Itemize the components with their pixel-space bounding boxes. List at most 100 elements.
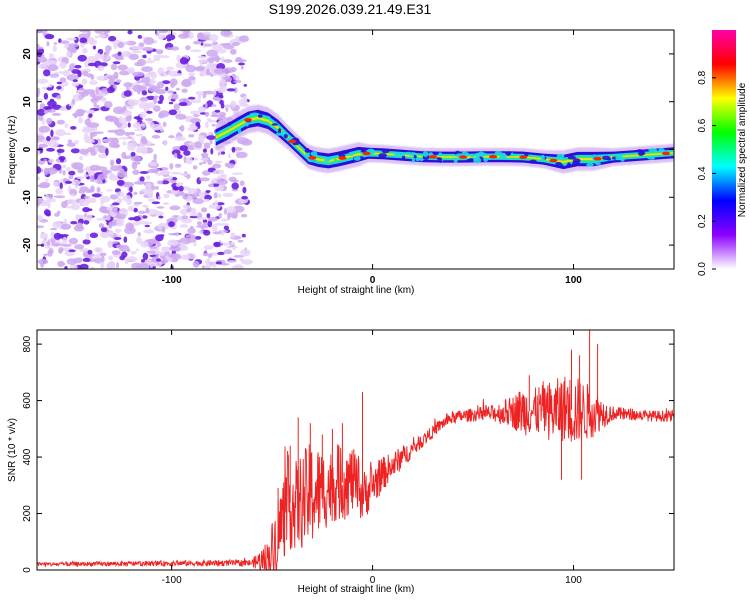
noise-blob xyxy=(72,93,84,102)
noise-blob xyxy=(139,176,145,182)
noise-blob xyxy=(197,32,204,40)
snr-y-tick-label: 200 xyxy=(22,505,33,522)
noise-blob xyxy=(219,263,230,266)
spectrogram-y-tick-label: 10 xyxy=(22,96,33,108)
noise-blob xyxy=(169,246,182,252)
ridge-texture xyxy=(438,152,443,156)
noise-blob xyxy=(208,183,214,188)
noise-blob xyxy=(226,206,236,214)
ridge-texture xyxy=(287,137,292,141)
noise-blob xyxy=(151,201,161,205)
noise-blob xyxy=(60,201,68,209)
noise-blob xyxy=(46,87,54,91)
noise-blob xyxy=(82,207,90,213)
noise-blob xyxy=(203,245,214,250)
noise-blob xyxy=(195,236,202,240)
noise-blob xyxy=(106,263,111,269)
noise-blob xyxy=(194,141,203,149)
noise-blob xyxy=(37,225,45,229)
noise-blob xyxy=(62,69,71,77)
noise-blob xyxy=(222,242,228,246)
ridge-texture xyxy=(617,154,623,159)
noise-blob xyxy=(48,158,55,164)
noise-blob xyxy=(38,125,51,133)
ridge-texture xyxy=(310,151,318,157)
noise-blob xyxy=(56,85,62,90)
noise-blob xyxy=(170,171,182,175)
noise-blob xyxy=(170,46,180,51)
noise-blob xyxy=(185,45,191,51)
noise-blob xyxy=(228,176,237,182)
noise-blob xyxy=(206,118,212,122)
noise-blob xyxy=(71,69,81,74)
noise-blob xyxy=(90,266,95,269)
noise-blob xyxy=(218,193,222,199)
noise-blob xyxy=(104,115,114,122)
noise-blob xyxy=(107,240,113,248)
noise-blob xyxy=(108,35,117,42)
noise-blob xyxy=(214,109,221,113)
ridge-peak xyxy=(593,156,602,161)
noise-blob xyxy=(139,112,147,119)
noise-blob xyxy=(202,170,211,176)
noise-blob xyxy=(96,217,108,221)
noise-blob xyxy=(72,79,79,83)
noise-blob xyxy=(224,104,230,109)
ridge-peak xyxy=(362,151,371,156)
ridge-texture xyxy=(422,151,429,157)
noise-blob xyxy=(155,234,164,242)
noise-blob xyxy=(37,30,48,34)
noise-blob xyxy=(240,248,251,257)
noise-blob xyxy=(167,239,179,247)
spectrogram-x-label: Height of straight line (km) xyxy=(298,285,415,296)
ridge-texture xyxy=(399,153,405,157)
snr-x-label: Height of straight line (km) xyxy=(298,584,415,595)
noise-blob xyxy=(68,249,76,252)
noise-blob xyxy=(50,227,57,231)
noise-blob xyxy=(87,62,97,67)
ridge-texture xyxy=(283,134,288,139)
noise-blob xyxy=(131,262,143,269)
ridge-texture xyxy=(594,162,602,165)
noise-blob xyxy=(68,237,79,245)
noise-blob xyxy=(206,213,211,219)
noise-blob xyxy=(66,37,77,41)
noise-blob xyxy=(139,171,149,174)
noise-blob xyxy=(213,241,221,248)
noise-blob xyxy=(196,217,208,220)
noise-blob xyxy=(82,257,91,262)
noise-blob xyxy=(237,35,250,43)
noise-blob xyxy=(147,198,156,202)
noise-blob xyxy=(149,246,158,249)
noise-blob xyxy=(133,191,138,195)
noise-blob xyxy=(158,112,165,119)
noise-blob xyxy=(211,261,217,268)
snr-x-tick-label: 100 xyxy=(565,575,582,586)
spectrogram-x-tick-label: 0 xyxy=(370,275,376,286)
noise-blob xyxy=(98,34,106,38)
ridge-texture xyxy=(249,113,253,116)
noise-blob xyxy=(213,192,218,199)
noise-blob xyxy=(42,199,51,205)
noise-blob xyxy=(157,67,165,75)
noise-blob xyxy=(132,71,145,77)
noise-blob xyxy=(179,224,189,228)
noise-blob xyxy=(84,139,96,144)
noise-blob xyxy=(122,195,132,202)
noise-blob xyxy=(90,74,95,80)
noise-blob xyxy=(188,72,195,77)
noise-blob xyxy=(85,214,93,221)
noise-blob xyxy=(128,105,134,110)
noise-blob xyxy=(214,160,223,164)
noise-blob xyxy=(79,37,88,44)
noise-blob xyxy=(85,190,93,194)
noise-blob xyxy=(199,162,203,166)
noise-blob xyxy=(59,61,67,69)
noise-blob xyxy=(137,58,146,67)
noise-blob xyxy=(227,241,235,246)
noise-blob xyxy=(73,140,80,145)
noise-blob xyxy=(135,248,139,252)
noise-blob xyxy=(123,236,128,243)
noise-blob xyxy=(210,114,222,118)
noise-blob xyxy=(55,188,64,195)
